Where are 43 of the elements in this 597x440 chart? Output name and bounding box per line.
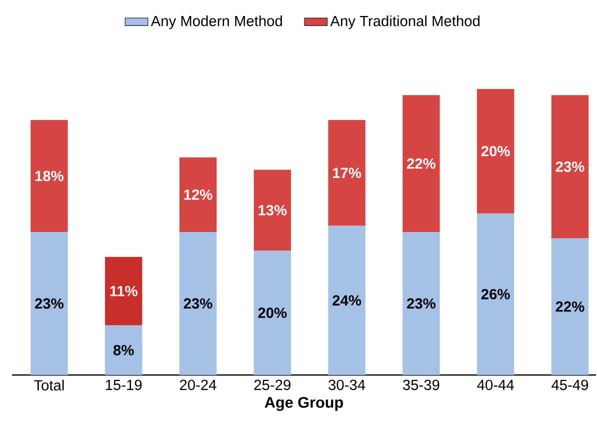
data-label: 23% [407, 298, 436, 309]
x-tick-label: 35-39 [402, 380, 440, 390]
bar [254, 170, 291, 251]
data-label: 23% [35, 298, 64, 309]
data-label: 20% [258, 308, 287, 318]
data-label: 23% [556, 161, 584, 172]
data-label: 8% [113, 344, 134, 356]
bar [551, 95, 589, 238]
bar [476, 213, 514, 375]
data-label: 26% [481, 288, 510, 300]
bar [30, 120, 68, 232]
bar [328, 120, 366, 226]
bar [179, 232, 217, 375]
bar [328, 226, 366, 375]
data-label: 18% [35, 170, 64, 182]
x-tick-label: Total [34, 380, 64, 390]
data-label: 12% [184, 189, 212, 200]
bar [254, 250, 291, 375]
legend-label: Any Traditional Method [330, 15, 480, 30]
x-tick-label: 40-44 [477, 380, 514, 390]
bar [104, 325, 142, 375]
x-tick-label: 25-29 [254, 380, 290, 390]
x-axis-title: Age Group [264, 396, 343, 411]
bar [402, 95, 440, 232]
legend-label: Any Modern Method [150, 15, 282, 30]
x-tick-label: 15-19 [106, 380, 142, 390]
data-label: 23% [184, 298, 212, 309]
data-label: 22% [407, 158, 436, 169]
bar [476, 88, 514, 214]
bar [179, 157, 217, 232]
data-label: 20% [481, 146, 510, 156]
data-label: 13% [258, 205, 287, 216]
data-label: 11% [110, 286, 138, 296]
bar [551, 238, 589, 375]
bar [30, 232, 68, 375]
x-tick-label: 20-24 [180, 380, 216, 390]
data-label: 24% [332, 295, 362, 306]
x-tick-label: 30-34 [328, 380, 366, 390]
data-label: 22% [556, 301, 584, 312]
data-label: 17% [333, 168, 362, 178]
x-tick-label: 45-49 [552, 380, 588, 390]
bar [104, 256, 142, 326]
bar [402, 232, 440, 375]
